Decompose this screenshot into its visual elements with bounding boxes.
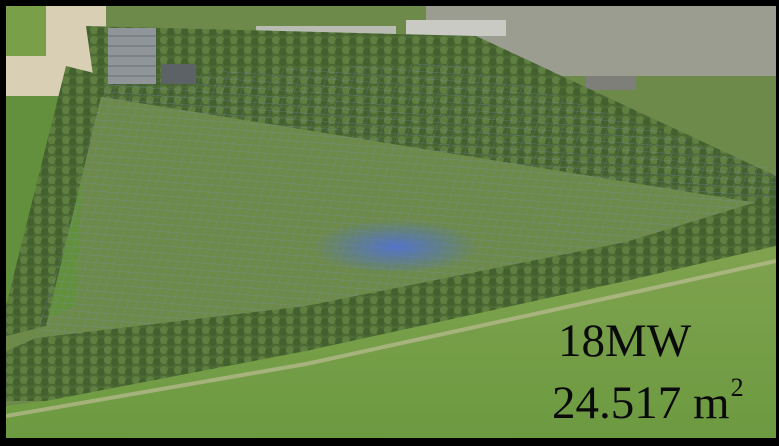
area-unit-superscript: 2: [730, 373, 744, 402]
aerial-solar-park-photo: [6, 6, 776, 438]
area-label: 24.517 m2: [552, 375, 774, 427]
field-path: [6, 259, 776, 418]
area-value: 24.517 m: [552, 377, 730, 429]
left-hedge: [6, 66, 106, 336]
utility-building: [161, 64, 196, 84]
capacity-label: 18MW: [558, 315, 692, 367]
front-hedge: [6, 196, 776, 401]
foreground-field: [6, 246, 776, 438]
capacity-caption: 18MW 24.517 m2: [552, 318, 774, 427]
